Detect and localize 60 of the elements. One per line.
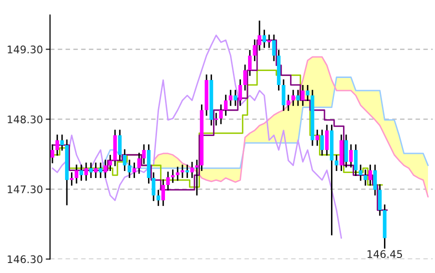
candlestick — [137, 152, 141, 174]
candlestick — [378, 184, 382, 216]
candlestick — [282, 78, 286, 112]
candlestick — [219, 104, 223, 125]
candlestick — [248, 49, 252, 77]
candlestick — [373, 164, 377, 196]
y-tick-label: 146.30 — [8, 255, 42, 264]
candlestick — [234, 89, 238, 107]
candlestick — [368, 164, 372, 186]
candlestick — [171, 168, 175, 184]
candlestick — [70, 172, 74, 186]
candlestick — [84, 162, 88, 182]
candlestick — [185, 164, 190, 179]
candlestick — [325, 124, 329, 156]
candlestick — [238, 78, 242, 107]
candlestick — [252, 38, 256, 62]
candlestick — [122, 148, 126, 172]
candlestick — [334, 154, 338, 172]
candlestick — [320, 129, 324, 156]
candlestick — [104, 159, 108, 179]
candlestick — [258, 20, 262, 52]
candlestick — [128, 159, 132, 179]
candlestick — [98, 162, 102, 179]
y-tick-label: 148.30 — [8, 115, 42, 124]
candlestick — [152, 172, 156, 202]
candlestick — [74, 164, 78, 184]
candlestick — [180, 164, 184, 179]
candlestick — [262, 29, 266, 49]
candlestick — [190, 161, 194, 179]
candlestick — [291, 89, 295, 107]
candlestick — [306, 84, 310, 102]
candlestick — [55, 134, 60, 156]
candlestick — [243, 64, 247, 92]
candlestick — [272, 34, 276, 62]
y-tick-label: 149.30 — [8, 46, 42, 54]
candlestick — [195, 159, 199, 196]
candlestick — [156, 189, 160, 207]
line-series — [100, 76, 429, 171]
candlestick — [166, 170, 170, 192]
candlestick — [224, 94, 228, 116]
candlestick — [296, 89, 300, 107]
candlestick — [161, 178, 165, 207]
candlestick — [354, 144, 358, 177]
annotation: 146.45 — [368, 250, 402, 258]
candlestick — [228, 89, 232, 107]
candlestick — [142, 144, 146, 165]
candlestick — [344, 134, 348, 168]
line-series — [52, 34, 342, 239]
candlestick — [349, 144, 353, 168]
candlestick — [94, 162, 98, 179]
candlestick — [118, 129, 122, 162]
candlestick — [214, 112, 218, 126]
candlestick — [267, 34, 271, 49]
candlestick — [301, 84, 305, 107]
y-tick-label: 147.30 — [8, 185, 42, 194]
candlestick — [364, 168, 368, 186]
candlestick — [60, 134, 64, 152]
candlestick — [89, 162, 93, 179]
candlestick — [108, 154, 112, 172]
candlestick — [132, 162, 136, 179]
